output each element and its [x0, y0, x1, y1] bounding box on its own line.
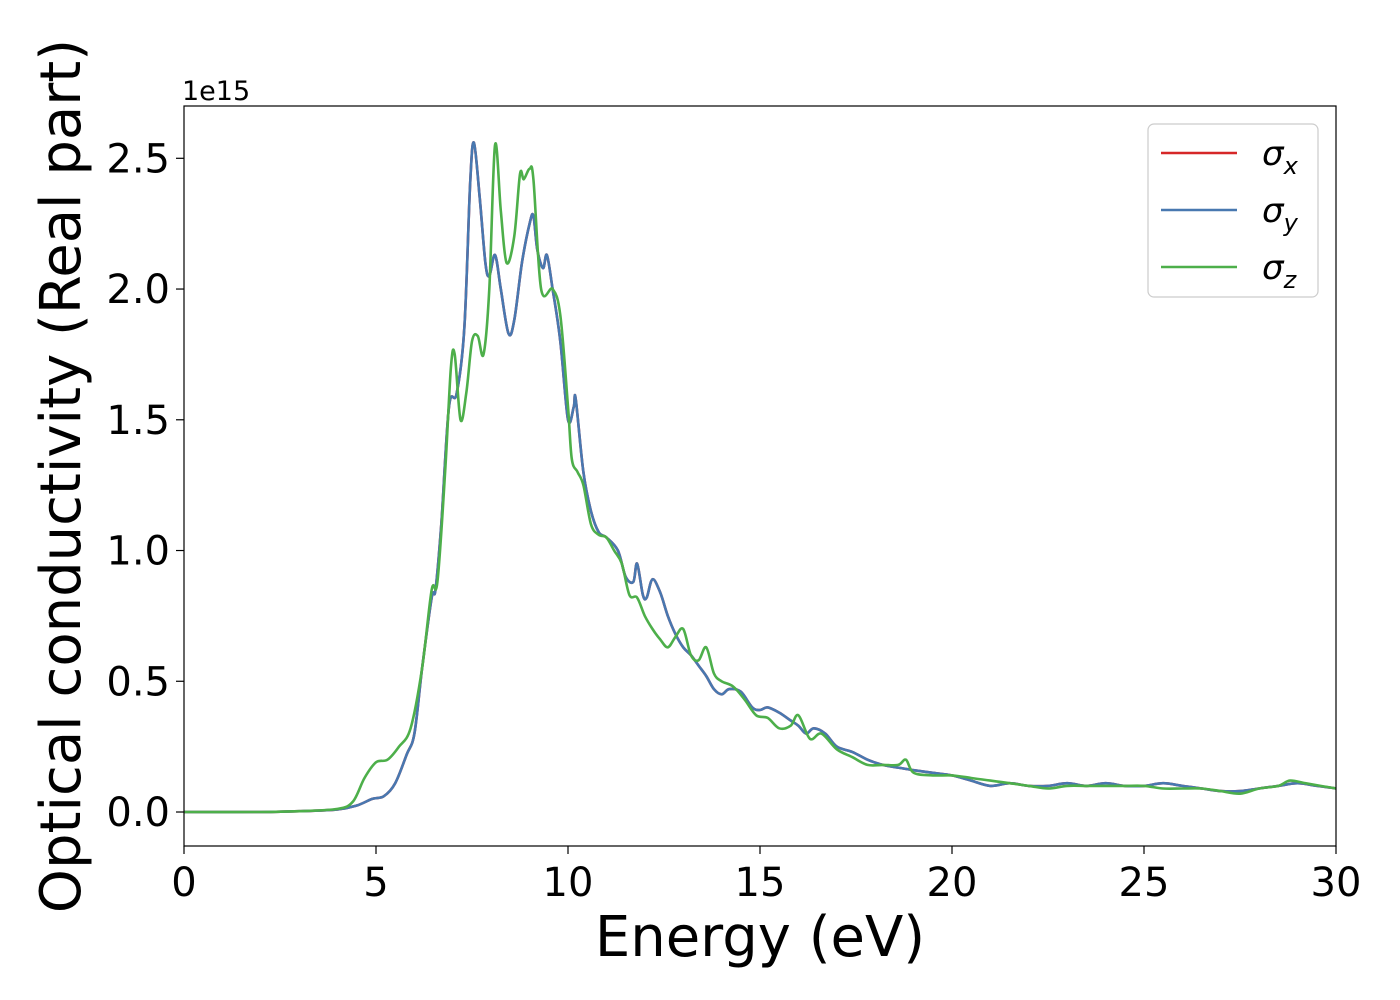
legend-subscript: y [1283, 209, 1299, 237]
x-axis-title: Energy (eV) [595, 905, 925, 970]
x-tick-label: 30 [1311, 860, 1362, 906]
x-axis: 0 5 10 15 20 25 30 [171, 846, 1361, 906]
x-tick-label: 20 [927, 860, 978, 906]
legend-label-x: σx [1262, 134, 1299, 180]
x-tick-label: 0 [171, 860, 196, 906]
legend-label-y: σy [1262, 191, 1299, 237]
series-layer [184, 141, 1336, 814]
y-tick-label: 0.5 [106, 659, 170, 705]
legend-subscript: z [1283, 266, 1298, 294]
y-axis: 0.0 0.5 1.0 1.5 2.0 2.5 [106, 136, 184, 836]
legend-symbol: σ [1262, 191, 1285, 231]
legend-label-z: σz [1262, 248, 1298, 294]
legend-symbol: σ [1262, 248, 1285, 288]
x-tick-label: 5 [363, 860, 388, 906]
y-tick-label: 2.5 [106, 136, 170, 182]
y-tick-label: 1.0 [106, 529, 170, 575]
y-tick-label: 2.0 [106, 267, 170, 313]
y-tick-label: 0.0 [106, 790, 170, 836]
y-axis-title: Optical conductivity (Real part) [29, 39, 94, 913]
x-tick-label: 10 [543, 860, 594, 906]
x-tick-label: 25 [1119, 860, 1170, 906]
y-offset-label: 1e15 [182, 76, 250, 107]
legend-subscript: x [1283, 152, 1299, 180]
y-tick-label: 1.5 [106, 398, 170, 444]
series-line-z [184, 142, 1336, 814]
x-tick-label: 15 [735, 860, 786, 906]
legend-symbol: σ [1262, 134, 1285, 174]
